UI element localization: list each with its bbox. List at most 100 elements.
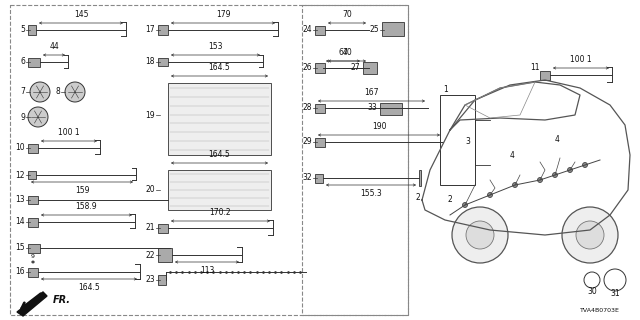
Text: 6: 6 [20, 58, 25, 67]
Text: 145: 145 [74, 10, 88, 19]
Text: 19: 19 [145, 110, 155, 119]
Circle shape [513, 182, 518, 188]
Circle shape [552, 172, 557, 178]
Text: 167: 167 [364, 88, 379, 97]
Circle shape [604, 269, 626, 291]
Bar [158, 248, 172, 262]
Text: 100 1: 100 1 [58, 128, 80, 137]
Circle shape [568, 167, 573, 172]
Text: 7: 7 [20, 87, 25, 97]
Circle shape [584, 272, 600, 288]
Bar [28, 196, 38, 204]
Bar [158, 275, 166, 285]
Text: 26: 26 [302, 63, 312, 73]
Bar [419, 170, 421, 186]
Bar [28, 244, 40, 252]
Bar [28, 25, 36, 35]
Text: 21: 21 [145, 223, 155, 233]
Text: 32: 32 [302, 173, 312, 182]
Text: 27: 27 [350, 63, 360, 73]
Text: 5: 5 [20, 26, 25, 35]
Bar [28, 143, 38, 153]
Text: 164.5: 164.5 [209, 150, 230, 159]
Text: 9: 9 [20, 113, 25, 122]
Bar [315, 63, 325, 73]
Text: 17: 17 [145, 26, 155, 35]
Text: 28: 28 [303, 103, 312, 113]
Text: 8: 8 [55, 87, 60, 97]
Circle shape [30, 82, 50, 102]
Bar [363, 62, 377, 74]
Bar [158, 25, 168, 35]
Bar [382, 22, 404, 36]
Text: 3: 3 [465, 138, 470, 147]
Text: 31: 31 [610, 290, 620, 299]
Text: 155.3: 155.3 [360, 189, 382, 198]
Bar [168, 170, 271, 210]
Text: 20: 20 [145, 186, 155, 195]
Circle shape [582, 163, 588, 167]
Text: 64: 64 [338, 48, 348, 57]
Bar [158, 223, 168, 233]
Circle shape [28, 107, 48, 127]
Text: 44: 44 [49, 42, 59, 51]
Text: 2: 2 [415, 194, 420, 203]
Text: TVA4B0703E: TVA4B0703E [580, 308, 620, 313]
Bar [28, 171, 36, 179]
Circle shape [65, 82, 85, 102]
Text: 70: 70 [342, 10, 352, 19]
Text: 29: 29 [302, 138, 312, 147]
Text: 164.5: 164.5 [78, 283, 100, 292]
Text: 22: 22 [145, 251, 155, 260]
Text: 33: 33 [367, 103, 377, 113]
Circle shape [562, 207, 618, 263]
Text: 23: 23 [145, 276, 155, 284]
Text: 12: 12 [15, 171, 25, 180]
Bar [28, 58, 40, 67]
Bar [380, 103, 402, 115]
Text: 30: 30 [587, 287, 597, 297]
Text: 1: 1 [443, 85, 448, 94]
Text: 4: 4 [555, 135, 560, 145]
Circle shape [466, 221, 494, 249]
Text: 4: 4 [510, 150, 515, 159]
Circle shape [452, 207, 508, 263]
Text: 2: 2 [447, 196, 452, 204]
Text: 11: 11 [531, 63, 540, 73]
Text: 113: 113 [200, 266, 214, 275]
Text: 16: 16 [15, 268, 25, 276]
Bar [28, 268, 38, 276]
Text: 9: 9 [31, 254, 35, 260]
Bar [28, 218, 38, 227]
Circle shape [576, 221, 604, 249]
Text: 164.5: 164.5 [209, 63, 230, 72]
Text: 25: 25 [369, 26, 379, 35]
Bar [315, 138, 325, 147]
Bar [315, 103, 325, 113]
Text: 13: 13 [15, 196, 25, 204]
Text: 179: 179 [216, 10, 230, 19]
Text: 14: 14 [15, 218, 25, 227]
Text: 153: 153 [208, 42, 223, 51]
Bar [540, 70, 550, 79]
Bar [315, 173, 323, 182]
Text: FR.: FR. [53, 295, 71, 305]
Text: 24: 24 [302, 26, 312, 35]
Bar [440, 95, 475, 185]
Text: 170.2: 170.2 [210, 208, 231, 217]
Text: 10: 10 [15, 143, 25, 153]
Bar [168, 83, 271, 155]
Text: 190: 190 [372, 122, 387, 131]
Bar [158, 58, 168, 66]
Text: 18: 18 [145, 58, 155, 67]
Text: 15: 15 [15, 244, 25, 252]
Polygon shape [17, 292, 47, 316]
Text: 159: 159 [75, 186, 89, 195]
Circle shape [463, 203, 467, 207]
Text: 100 1: 100 1 [570, 55, 592, 64]
Text: 70: 70 [342, 48, 352, 57]
Bar [315, 26, 325, 35]
Circle shape [488, 193, 493, 197]
Circle shape [538, 178, 543, 182]
Text: 158.9: 158.9 [76, 202, 97, 211]
